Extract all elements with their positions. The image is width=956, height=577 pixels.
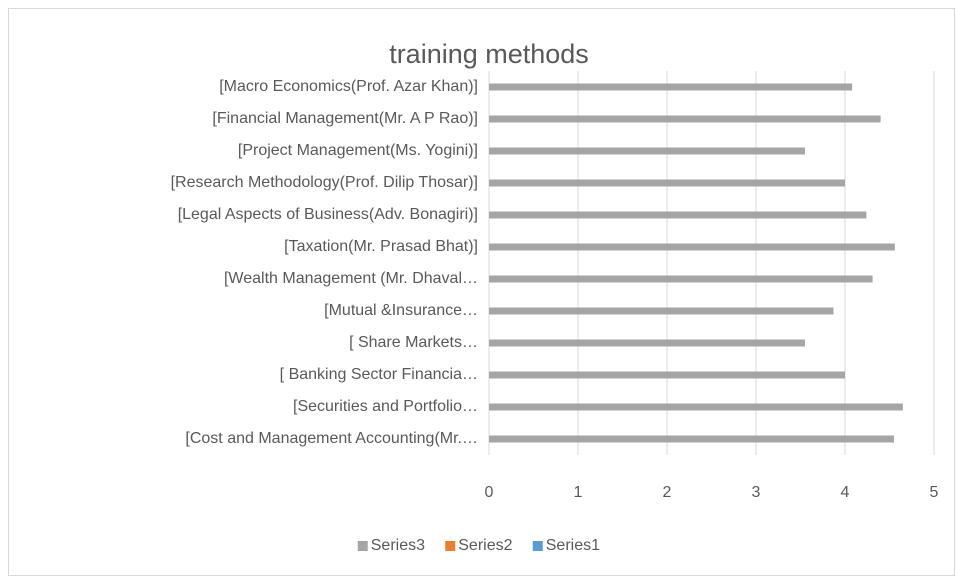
bar	[489, 243, 895, 251]
x-tick-label: 3	[752, 484, 761, 501]
y-tick-label: [Research Methodology(Prof. Dilip Thosar…	[171, 174, 478, 191]
bar	[489, 403, 903, 411]
y-tick-label: [ Share Markets…	[349, 334, 478, 351]
y-tick-label: [Legal Aspects of Business(Adv. Bonagiri…	[178, 206, 478, 223]
bar	[489, 435, 894, 443]
legend-swatch	[532, 541, 543, 551]
bar	[489, 339, 805, 347]
y-tick-label: [Financial Management(Mr. A P Rao)]	[212, 110, 478, 127]
legend-label: Series3	[371, 537, 425, 554]
y-tick-label: [Taxation(Mr. Prasad Bhat)]	[284, 238, 478, 255]
x-tick-label: 1	[574, 484, 583, 501]
y-tick-label: [Securities and Portfolio…	[293, 398, 478, 415]
bar	[489, 179, 845, 187]
y-tick-label: [Wealth Management (Mr. Dhaval…	[224, 270, 478, 287]
y-tick-label: [Macro Economics(Prof. Azar Khan)]	[219, 78, 478, 95]
legend-label: Series2	[458, 537, 512, 554]
y-tick-label: [Project Management(Ms. Yogini)]	[238, 142, 478, 159]
y-tick-label: [ Banking Sector Financia…	[280, 366, 478, 383]
bar	[489, 307, 834, 315]
bar	[489, 211, 867, 219]
x-tick-label: 0	[485, 484, 494, 501]
x-tick-label: 5	[930, 484, 939, 501]
legend-swatch	[357, 541, 368, 551]
bar	[489, 147, 805, 155]
bar	[489, 275, 873, 283]
y-tick-label: [Cost and Management Accounting(Mr.…	[185, 430, 478, 447]
bar	[489, 83, 853, 91]
legend-label: Series1	[546, 537, 600, 554]
chart-title: training methods	[389, 39, 589, 69]
y-tick-label: [Mutual &Insurance…	[324, 302, 478, 319]
x-tick-label: 4	[841, 484, 850, 501]
legend-swatch	[445, 541, 456, 551]
chart-border	[8, 8, 955, 576]
x-tick-label: 2	[663, 484, 672, 501]
bar	[489, 371, 845, 379]
bar	[489, 115, 881, 123]
